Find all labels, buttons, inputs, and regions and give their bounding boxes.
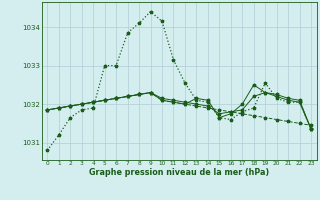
X-axis label: Graphe pression niveau de la mer (hPa): Graphe pression niveau de la mer (hPa) <box>89 168 269 177</box>
